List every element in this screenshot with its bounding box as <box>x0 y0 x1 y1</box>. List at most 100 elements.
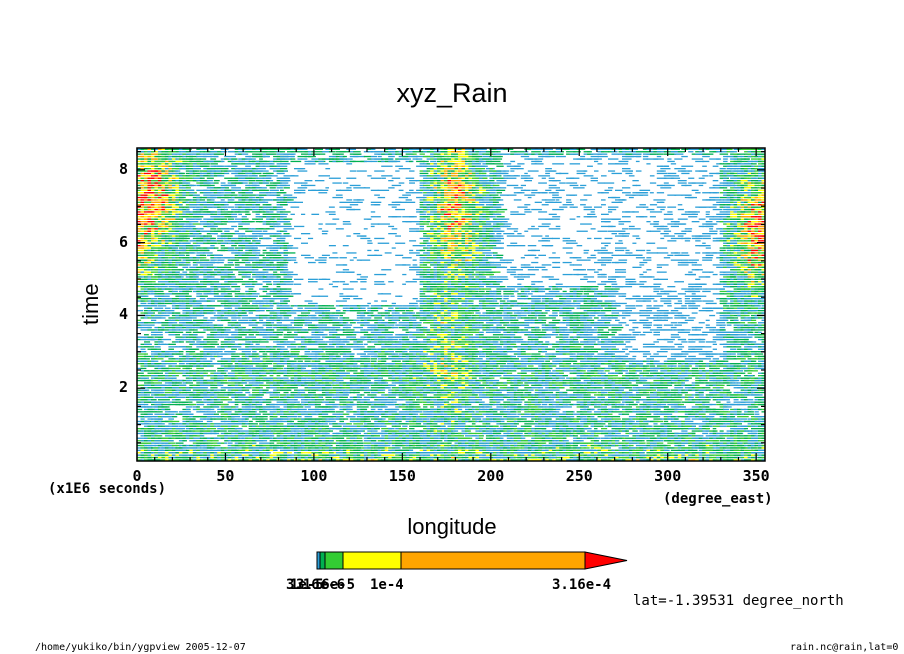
rain-cell <box>562 459 568 461</box>
rain-cell <box>499 399 504 401</box>
rain-cell <box>761 454 765 456</box>
rain-cell <box>437 420 443 423</box>
rain-cell <box>314 396 321 398</box>
rain-cell <box>314 420 320 423</box>
rain-cell <box>231 456 236 459</box>
rain-cell <box>503 459 509 461</box>
rain-cell <box>426 435 431 437</box>
rain-cell <box>489 394 494 396</box>
rain-cell <box>328 401 335 403</box>
rain-cell <box>189 437 195 439</box>
rain-cell <box>562 384 574 386</box>
rain-cell <box>405 418 415 420</box>
rain-cell <box>398 406 408 408</box>
rain-cell <box>513 423 519 425</box>
rain-cell <box>545 379 553 382</box>
rain-cell <box>377 411 389 413</box>
rain-cell <box>144 377 149 379</box>
rain-cell <box>482 382 488 384</box>
rain-cell <box>325 403 336 406</box>
rain-cell <box>461 391 467 394</box>
rain-cell <box>283 456 288 459</box>
rain-cell <box>280 408 292 411</box>
rain-cell <box>458 456 464 459</box>
rain-cell <box>761 432 765 435</box>
rain-cell <box>653 442 660 444</box>
rain-cell <box>712 413 719 415</box>
rain-cell <box>325 459 331 461</box>
rain-cell <box>381 447 388 449</box>
rain-cell <box>552 396 559 398</box>
rain-cell <box>437 394 444 396</box>
rain-cell <box>349 425 361 427</box>
rain-cell <box>520 379 529 382</box>
rain-cell <box>269 435 275 437</box>
rain-cell <box>608 413 613 415</box>
rain-cell <box>367 447 373 449</box>
rain-cell <box>681 435 692 437</box>
rain-cell <box>761 459 765 461</box>
rain-cell <box>297 379 302 382</box>
rain-cell <box>622 396 634 398</box>
rain-cell <box>688 413 698 415</box>
rain-cell <box>562 437 567 439</box>
rain-cell <box>192 454 197 456</box>
rain-cell <box>754 413 760 415</box>
rain-cell <box>622 440 626 442</box>
rain-cell <box>642 430 654 432</box>
rain-cell <box>262 437 272 439</box>
rain-cell <box>702 430 709 432</box>
rain-cell <box>545 382 550 384</box>
rain-cell <box>363 440 376 442</box>
rain-cell <box>691 452 697 454</box>
rain-cell <box>709 425 713 427</box>
rain-cell <box>290 420 294 423</box>
rain-cell <box>363 416 370 418</box>
rain-cell <box>461 449 467 451</box>
rain-cell <box>391 408 400 411</box>
rain-cell <box>416 444 427 447</box>
rain-cell <box>737 416 749 418</box>
rain-cell <box>608 442 615 444</box>
rain-cell <box>335 428 341 430</box>
rain-cell <box>210 425 216 427</box>
rain-cell <box>287 406 298 408</box>
rain-cell <box>583 406 589 408</box>
rain-cell <box>719 447 726 449</box>
rain-cell <box>304 399 317 401</box>
rain-cell <box>622 425 627 427</box>
rain-cell <box>444 449 450 451</box>
rain-cell <box>398 403 405 406</box>
rain-cell <box>527 377 532 379</box>
rain-cell <box>308 432 316 435</box>
rain-cell <box>189 418 195 420</box>
rain-cell <box>615 442 622 444</box>
rain-cell <box>642 413 652 415</box>
rain-cell <box>594 432 599 435</box>
rain-cell <box>534 416 542 418</box>
rain-cell <box>374 384 381 386</box>
rain-cell <box>367 430 372 432</box>
rain-cell <box>287 389 292 391</box>
rain-cell <box>360 387 367 389</box>
rain-cell <box>698 391 704 394</box>
rain-cell <box>430 444 435 447</box>
rain-cell <box>489 387 495 389</box>
rain-cell <box>367 456 373 459</box>
rain-cell <box>587 411 592 413</box>
rain-cell <box>241 449 247 451</box>
rain-cell <box>527 449 532 451</box>
rain-cell <box>213 418 223 420</box>
rain-cell <box>674 459 679 461</box>
rain-cell <box>440 377 447 379</box>
rain-cell <box>213 444 221 447</box>
rain-cell <box>691 406 702 408</box>
rain-cell <box>398 428 408 430</box>
rain-cell <box>534 384 541 386</box>
rain-cell <box>171 389 177 391</box>
rain-cell <box>318 396 323 398</box>
rain-cell <box>325 387 333 389</box>
rain-cell <box>534 396 540 398</box>
rain-cell <box>332 396 340 398</box>
rain-cell <box>751 440 757 442</box>
